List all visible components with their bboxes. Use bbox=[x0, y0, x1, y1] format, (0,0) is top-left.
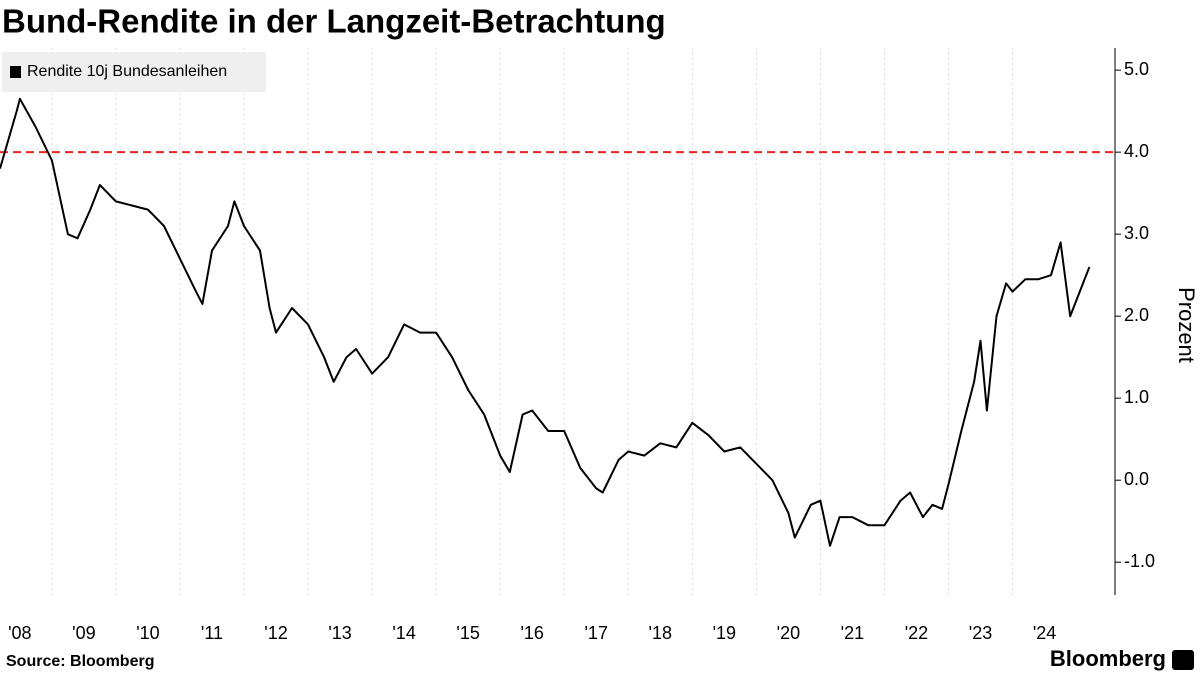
x-tick-label: '23 bbox=[969, 623, 992, 643]
x-tick-label: '10 bbox=[136, 623, 159, 643]
y-tick-label: 1.0 bbox=[1124, 387, 1149, 407]
x-tick-label: '15 bbox=[456, 623, 479, 643]
y-tick-label: 2.0 bbox=[1124, 305, 1149, 325]
legend-box bbox=[2, 52, 266, 92]
y-tick-label: -1.0 bbox=[1124, 551, 1155, 571]
y-tick-label: 5.0 bbox=[1124, 59, 1149, 79]
x-tick-label: '08 bbox=[8, 623, 31, 643]
x-tick-label: '21 bbox=[841, 623, 864, 643]
x-tick-label: '18 bbox=[649, 623, 672, 643]
x-tick-label: '22 bbox=[905, 623, 928, 643]
legend-swatch bbox=[10, 66, 21, 78]
x-tick-label: '19 bbox=[713, 623, 736, 643]
chart-title: Bund-Rendite in der Langzeit-Betrachtung bbox=[2, 3, 666, 40]
x-tick-label: '24 bbox=[1033, 623, 1056, 643]
y-tick-label: 0.0 bbox=[1124, 469, 1149, 489]
x-tick-label: '20 bbox=[777, 623, 800, 643]
x-tick-label: '09 bbox=[72, 623, 95, 643]
y-axis-label: Prozent bbox=[1174, 287, 1199, 363]
source: Source: Bloomberg bbox=[6, 653, 154, 670]
y-tick-label: 3.0 bbox=[1124, 223, 1149, 243]
legend-label: Rendite 10j Bundesanleihen bbox=[27, 63, 227, 80]
brand-icon bbox=[1172, 650, 1194, 670]
x-tick-label: '16 bbox=[520, 623, 543, 643]
x-tick-label: '11 bbox=[201, 623, 223, 643]
x-tick-label: '14 bbox=[392, 623, 415, 643]
y-tick-label: 4.0 bbox=[1124, 141, 1149, 161]
x-tick-label: '12 bbox=[264, 623, 287, 643]
x-tick-label: '13 bbox=[328, 623, 351, 643]
brand: Bloomberg bbox=[1050, 646, 1166, 671]
line-series bbox=[0, 97, 1091, 547]
x-tick-label: '17 bbox=[585, 623, 608, 643]
